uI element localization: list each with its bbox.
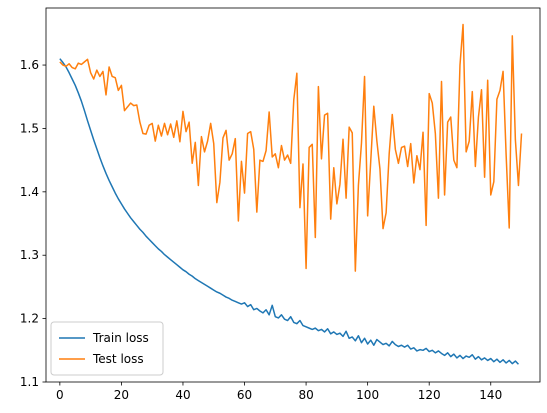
y-tick-label: 1.1 bbox=[20, 375, 39, 389]
series-line-train-loss bbox=[59, 58, 519, 365]
legend: Train loss Test loss bbox=[50, 321, 164, 376]
x-tick-label: 100 bbox=[356, 388, 379, 402]
x-tick-label: 120 bbox=[418, 388, 441, 402]
y-tick-label: 1.2 bbox=[20, 312, 39, 326]
y-tick-label: 1.6 bbox=[20, 58, 39, 72]
x-tick-label: 60 bbox=[237, 388, 252, 402]
axes-frame bbox=[45, 7, 541, 383]
x-tick-label: 80 bbox=[298, 388, 313, 402]
y-tick-label: 1.4 bbox=[20, 185, 39, 199]
series-line-test-loss bbox=[59, 23, 523, 272]
plot-area bbox=[59, 23, 523, 365]
legend-label: Train loss bbox=[92, 331, 149, 345]
y-tick-label: 1.3 bbox=[20, 248, 39, 262]
x-tick-label: 0 bbox=[56, 388, 64, 402]
x-tick-label: 20 bbox=[114, 388, 129, 402]
axes: 0 20 40 60 80 100 120 140 1.1 1.2 1.3 1.4 1.5 1.6 bbox=[20, 7, 541, 402]
x-tick-label: 40 bbox=[175, 388, 190, 402]
legend-label: Test loss bbox=[92, 352, 144, 366]
y-tick-label: 1.5 bbox=[20, 121, 39, 135]
x-tick-label: 140 bbox=[479, 388, 502, 402]
legend-box bbox=[50, 321, 164, 376]
